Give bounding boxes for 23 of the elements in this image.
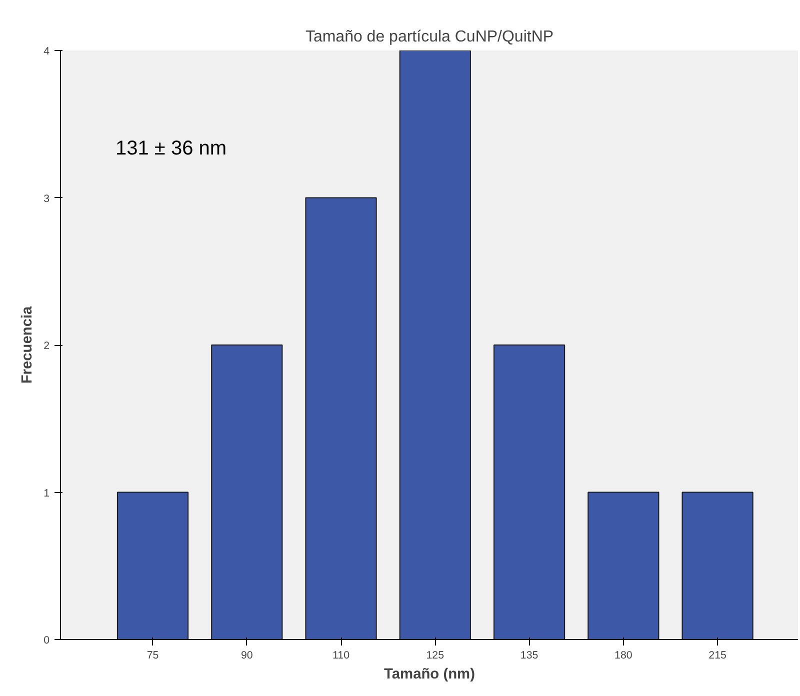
- y-tick-label: 3: [44, 192, 50, 205]
- y-tick-label: 0: [44, 634, 50, 646]
- x-tick-label: 135: [520, 650, 538, 662]
- x-tick-label: 215: [708, 650, 727, 662]
- annotation: 131 ± 36 nm: [116, 138, 227, 160]
- y-tick-label: 2: [44, 340, 50, 352]
- bar: [399, 50, 471, 640]
- bar: [116, 492, 189, 640]
- x-axis-title: Tamaño (nm): [384, 666, 476, 682]
- x-tick-label: 125: [426, 650, 444, 662]
- bar: [493, 344, 566, 640]
- x-tick-label: 110: [332, 650, 350, 662]
- bar: [682, 492, 754, 640]
- bar: [305, 197, 377, 640]
- chart-title: Tamaño de partícula CuNP/QuitNP: [305, 28, 554, 46]
- y-tick-label: 4: [44, 46, 50, 58]
- bar: [588, 492, 660, 640]
- x-tick-label: 75: [146, 650, 159, 662]
- y-tick-label: 1: [44, 487, 50, 500]
- bar: [211, 344, 283, 640]
- y-axis-title: Frecuencia: [20, 305, 36, 384]
- x-tick-label: 180: [614, 650, 632, 662]
- x-tick-label: 90: [240, 650, 253, 662]
